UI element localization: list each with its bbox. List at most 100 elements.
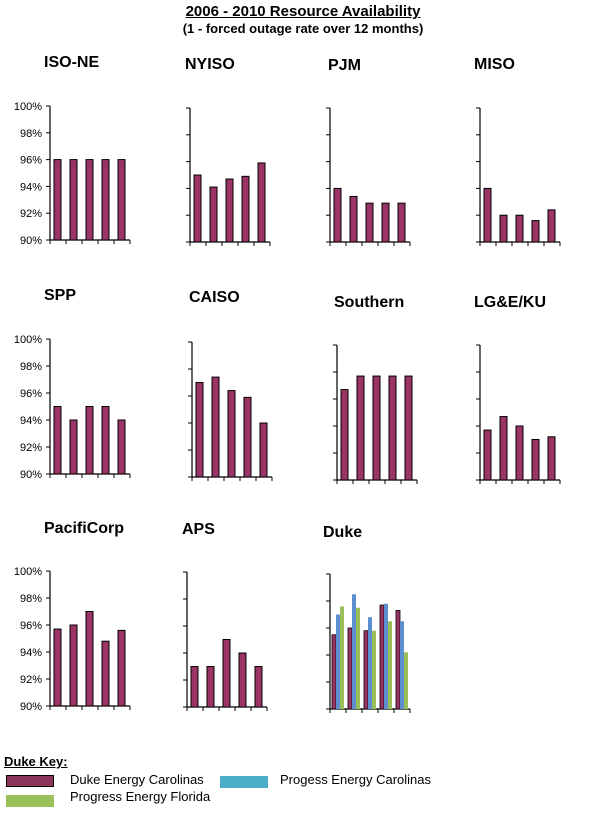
y-tick-label: 90%	[20, 701, 42, 713]
y-tick-label: 100%	[14, 101, 42, 113]
y-tick-label: 92%	[20, 442, 42, 454]
bar	[483, 429, 492, 481]
bar-dec	[347, 627, 353, 710]
y-tick-label: 96%	[20, 155, 42, 167]
chart-title: APS	[182, 521, 215, 538]
y-tick-label: 90%	[20, 235, 42, 247]
y-tick-label: 100%	[14, 334, 42, 346]
chart-title: MISO	[474, 56, 515, 73]
bar	[531, 439, 540, 481]
key-label-pef: Progress Energy Florida	[70, 789, 211, 804]
bar	[356, 375, 365, 481]
bar	[547, 436, 556, 481]
bar	[241, 175, 250, 243]
bar	[531, 220, 540, 243]
bar	[372, 375, 381, 481]
bar	[381, 202, 390, 243]
chart-title: PJM	[328, 57, 361, 74]
chart-title: Southern	[334, 294, 405, 311]
chart-title: Duke	[323, 524, 363, 541]
bar-pec	[400, 621, 404, 709]
bar	[85, 611, 94, 707]
y-tick-label: 92%	[20, 674, 42, 686]
bar	[69, 419, 78, 475]
bar	[333, 187, 342, 243]
bar-dec	[395, 610, 401, 710]
key-swatch-pef	[6, 795, 54, 807]
bar	[397, 202, 406, 243]
chart-title: ISO-NE	[44, 54, 100, 71]
bar-pec	[352, 594, 356, 709]
key-swatch-pec	[220, 776, 268, 788]
y-tick-label: 94%	[20, 415, 42, 427]
y-tick-label: 94%	[20, 647, 42, 659]
bar	[254, 666, 263, 708]
bar	[499, 416, 508, 481]
bar	[101, 406, 110, 475]
bar	[388, 375, 397, 481]
bar	[69, 159, 78, 241]
bar	[85, 406, 94, 475]
bar	[499, 214, 508, 243]
bar-pef	[404, 652, 408, 709]
key-swatch-dec	[6, 775, 54, 787]
bar	[515, 214, 524, 243]
y-tick-label: 96%	[20, 620, 42, 632]
bar	[340, 389, 349, 481]
chart-title: PacifiCorp	[44, 520, 125, 537]
bar	[227, 390, 236, 478]
bar	[117, 629, 126, 707]
chart-title: SPP	[44, 287, 77, 304]
bar	[69, 624, 78, 707]
bar	[243, 396, 252, 478]
y-tick-label: 90%	[20, 469, 42, 481]
bar	[238, 652, 247, 708]
bar	[101, 159, 110, 241]
bar-pec	[384, 603, 388, 709]
bar	[193, 174, 202, 243]
bar-dec	[379, 604, 385, 710]
bar	[257, 162, 266, 243]
bar	[53, 628, 62, 707]
bar	[53, 406, 62, 475]
bar	[547, 209, 556, 243]
y-tick-label: 100%	[14, 566, 42, 578]
bar-pef	[372, 630, 376, 709]
page-subtitle: (1 - forced outage rate over 12 months)	[182, 21, 424, 36]
bar-pef	[388, 621, 392, 709]
key-label-dec: Duke Energy Carolinas	[70, 772, 204, 787]
bar	[85, 159, 94, 241]
y-tick-label: 98%	[20, 361, 42, 373]
bar-pec	[336, 614, 340, 709]
y-tick-label: 98%	[20, 593, 42, 605]
bar	[349, 195, 358, 243]
bar	[117, 159, 126, 241]
bar	[515, 425, 524, 481]
bar	[225, 178, 234, 243]
bar-pef	[340, 606, 344, 709]
chart-title: LG&E/KU	[474, 294, 546, 311]
bar	[483, 187, 492, 243]
bar	[206, 666, 215, 708]
bar	[101, 640, 110, 707]
y-tick-label: 94%	[20, 181, 42, 193]
bar	[195, 382, 204, 478]
page-title: 2006 - 2010 Resource Availability	[185, 3, 421, 20]
chart-title: CAISO	[189, 289, 240, 306]
key-title: Duke Key:	[4, 754, 68, 769]
y-tick-label: 92%	[20, 208, 42, 220]
bar-pec	[368, 617, 372, 709]
bar	[190, 666, 199, 708]
chart-title: NYISO	[185, 56, 235, 73]
bar	[211, 376, 220, 478]
bar	[53, 159, 62, 241]
bar	[117, 419, 126, 475]
y-tick-label: 96%	[20, 388, 42, 400]
bar-dec	[331, 634, 337, 710]
key-label-pec: Progess Energy Carolinas	[280, 772, 432, 787]
bar	[222, 639, 231, 708]
bar-dec	[363, 630, 369, 710]
bar	[404, 375, 413, 481]
